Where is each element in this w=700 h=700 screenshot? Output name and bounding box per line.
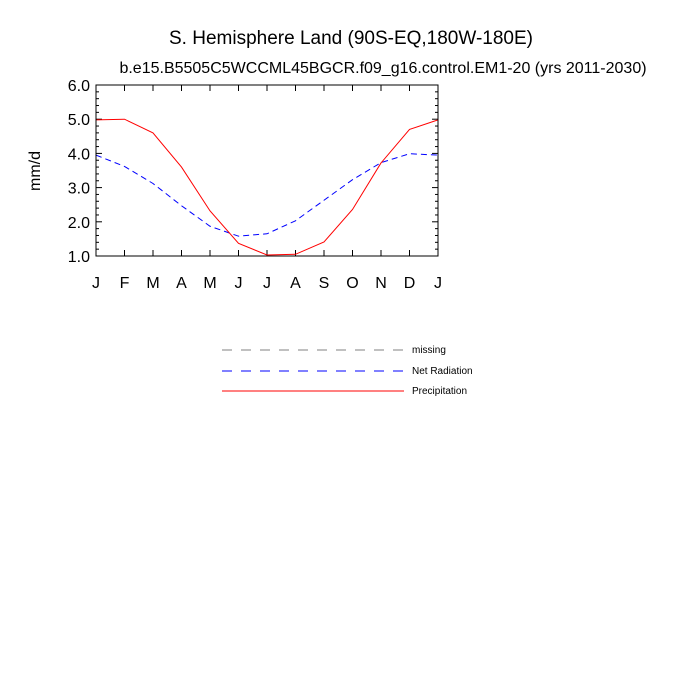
legend-label: Precipitation [412, 386, 467, 397]
x-tick-label: A [290, 275, 301, 292]
chart-subtitle: b.e15.B5505C5WCCML45BGCR.f09_g16.control… [119, 60, 646, 77]
x-tick-label: J [92, 275, 100, 292]
x-tick-label: O [346, 275, 358, 292]
legend: missing Net Radiation Precipitation [222, 345, 473, 397]
y-tick-label: 5.0 [68, 112, 90, 129]
y-tick-label: 2.0 [68, 215, 90, 232]
x-tick-label: S [319, 275, 330, 292]
y-tick-label: 4.0 [68, 146, 90, 163]
y-axis-label: mm/d [27, 151, 44, 191]
x-tick-label: M [146, 275, 159, 292]
chart-title: S. Hemisphere Land (90S-EQ,180W-180E) [169, 28, 533, 49]
x-tick-label: J [434, 275, 442, 292]
x-tick-label: D [404, 275, 416, 292]
plot-frame [95, 84, 439, 257]
series-line-precipitation [95, 118, 439, 256]
x-tick-label: A [176, 275, 187, 292]
x-tick-label: N [375, 275, 387, 292]
axis-ticks [95, 84, 439, 257]
legend-label: Net Radiation [412, 366, 473, 377]
x-tick-label: F [120, 275, 130, 292]
x-tick-label: J [263, 275, 271, 292]
series-lines [95, 118, 439, 256]
y-tick-label: 6.0 [68, 78, 90, 95]
series-line-net-radiation [95, 153, 439, 237]
x-tick-label: J [235, 275, 243, 292]
y-tick-label: 1.0 [68, 249, 90, 266]
y-tick-labels: 1.0 2.0 3.0 4.0 5.0 6.0 [68, 78, 90, 266]
y-tick-label: 3.0 [68, 181, 90, 198]
legend-label: missing [412, 345, 446, 356]
x-tick-label: M [203, 275, 216, 292]
